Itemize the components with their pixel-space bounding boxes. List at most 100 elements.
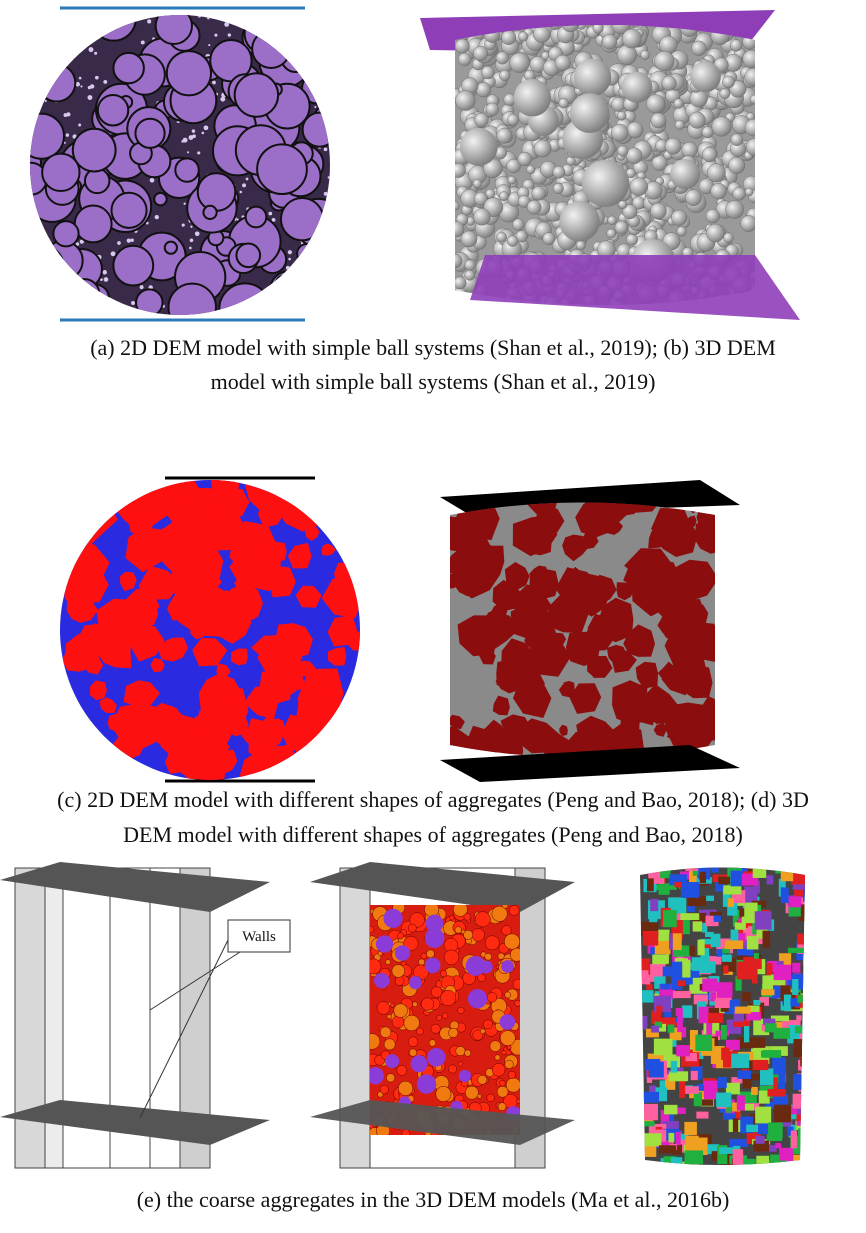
particle: [789, 896, 802, 907]
particle: [189, 247, 192, 250]
particle: [504, 934, 520, 950]
particle: [98, 95, 128, 125]
particle: [510, 53, 530, 73]
particle: [431, 1024, 440, 1033]
particle: [297, 244, 316, 263]
particle: [421, 953, 427, 959]
particle: [743, 50, 761, 68]
particle: [582, 160, 629, 207]
particle: [570, 93, 610, 133]
particle: [659, 1145, 676, 1153]
particle: [204, 125, 209, 130]
particle: [460, 128, 498, 166]
particle: [99, 301, 104, 306]
particle: [113, 246, 153, 286]
particle: [427, 1048, 446, 1067]
particle: [795, 1026, 807, 1033]
particle: [40, 55, 42, 57]
particle: [202, 132, 205, 135]
particle: [324, 148, 328, 152]
particle: [746, 138, 763, 155]
particle: [314, 300, 316, 302]
particle: [677, 1013, 683, 1032]
particle: [38, 281, 42, 285]
particle: [168, 284, 216, 332]
particle: [762, 931, 770, 948]
particle: [147, 19, 151, 23]
particle: [733, 1149, 743, 1167]
particle: [417, 1074, 437, 1094]
particle: [418, 959, 424, 965]
particle: [425, 958, 441, 974]
particle: [722, 948, 730, 953]
particle: [466, 956, 486, 976]
particle: [505, 1060, 514, 1069]
figure: (a) 2D DEM model with simple ball system…: [0, 0, 866, 1233]
particle: [316, 43, 319, 46]
particle: [746, 1125, 758, 1132]
particle: [101, 485, 115, 499]
particle: [298, 66, 301, 69]
particle: [660, 36, 678, 54]
particle: [323, 74, 326, 77]
particle: [696, 1112, 708, 1119]
particle: [516, 1099, 520, 1103]
particle: [792, 979, 798, 995]
particle: [448, 254, 462, 268]
particle: [670, 159, 700, 189]
particle: [643, 1092, 659, 1103]
particle: [767, 1089, 785, 1097]
particle: [429, 1040, 436, 1047]
particle: [473, 208, 490, 225]
particle: [35, 272, 39, 276]
particle: [779, 1072, 786, 1091]
particle: [454, 277, 466, 289]
particle: [643, 931, 658, 946]
particle: [291, 53, 294, 56]
particle: [103, 80, 107, 84]
particle: [611, 124, 628, 141]
particle: [702, 126, 713, 137]
particle: [315, 76, 319, 80]
particle: [236, 243, 260, 267]
particle: [728, 898, 734, 907]
particle: [705, 896, 714, 901]
particle: [257, 144, 307, 194]
particle: [87, 20, 91, 24]
particle: [801, 904, 809, 915]
particle: [31, 299, 35, 303]
particle: [747, 1037, 765, 1048]
particle: [802, 1024, 810, 1040]
particle: [553, 183, 564, 194]
particle: [772, 1057, 786, 1074]
particle: [459, 1070, 471, 1082]
particle: [751, 1087, 758, 1095]
particle: [214, 34, 217, 37]
particle: [721, 1025, 727, 1040]
particle: [607, 229, 616, 238]
particle: [804, 967, 817, 980]
particle: [745, 119, 762, 136]
particle: [303, 30, 307, 34]
particle: [271, 310, 275, 314]
particle: [59, 739, 97, 779]
particle: [324, 257, 327, 260]
particle: [276, 276, 291, 291]
particle: [722, 76, 734, 88]
particle: [89, 23, 91, 25]
caption-line: (e) the coarse aggregates in the 3D DEM …: [137, 1187, 730, 1212]
particle: [668, 1025, 675, 1033]
particle: [492, 1063, 505, 1076]
particle: [303, 286, 307, 290]
particle: [281, 198, 323, 240]
particle: [515, 1000, 521, 1006]
particle: [793, 1074, 805, 1090]
particle: [135, 119, 164, 148]
particle: [804, 1146, 820, 1155]
particle: [768, 1122, 783, 1138]
particle: [290, 46, 305, 61]
particle: [673, 991, 691, 998]
particle: [33, 76, 37, 80]
particle: [643, 1146, 656, 1157]
particle: [150, 178, 155, 183]
